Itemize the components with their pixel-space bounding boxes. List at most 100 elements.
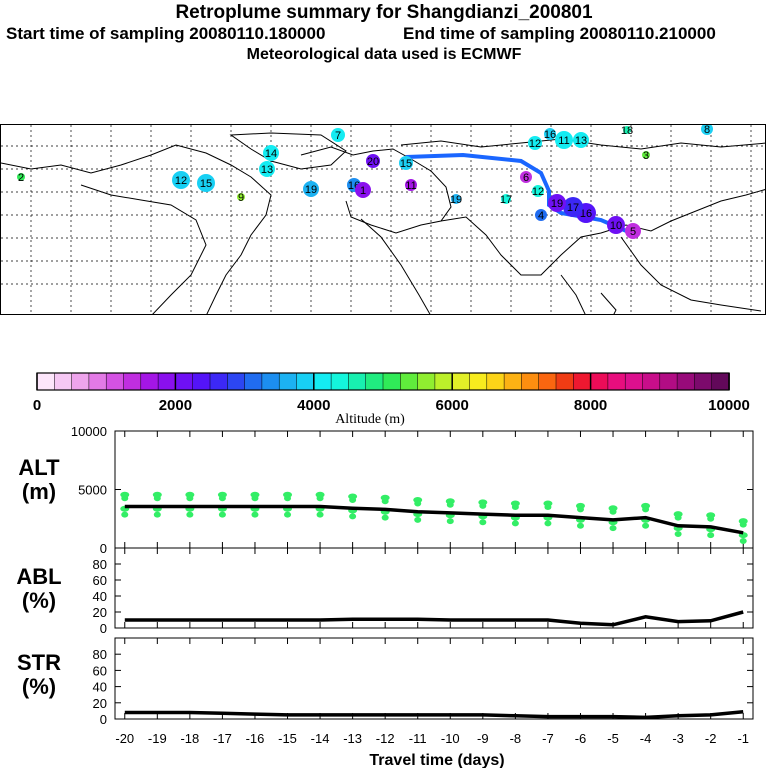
colorbar-cell-22: [417, 372, 436, 391]
alt-scatter-point-19-3: [738, 518, 748, 525]
alt-scatter-point-15-0: [609, 525, 617, 532]
colorbar-cell-27: [503, 372, 523, 391]
coastline-4: [440, 189, 765, 276]
alt-panel-label: ALT (m): [4, 456, 74, 504]
plume-marker-label-28: 1: [360, 185, 366, 197]
alt-scatter-point-1-3: [152, 491, 162, 498]
str-panel-label: STR (%): [4, 651, 74, 699]
alt-scatter-point-0-3: [120, 491, 130, 498]
alt-scatter-point-8-0: [381, 514, 389, 521]
xtick-label-9: -11: [409, 731, 427, 746]
alt-scatter-point-18-0: [707, 532, 715, 539]
alt-scatter-point-4-0: [251, 511, 259, 518]
plume-marker-4: [623, 126, 631, 134]
xtick-label-6: -14: [311, 731, 330, 746]
alt-scatter-point-19-0: [739, 537, 747, 544]
alt-scatter-point-6-3: [315, 491, 325, 498]
altitude-colorbar: 0 2000 4000 6000 8000 10000 Altitude (m): [33, 372, 750, 426]
colorbar-cell-3: [88, 372, 107, 391]
alt-scatter-point-16-3: [641, 502, 651, 509]
plume-marker-7: [263, 145, 279, 161]
colorbar-cell-31: [573, 372, 592, 391]
colorbar-cell-35: [642, 372, 661, 391]
plume-marker-label-7: 14: [265, 148, 277, 160]
colorbar-tick-label-0: 0: [33, 397, 41, 414]
plume-marker-24: [625, 223, 641, 239]
plume-marker-label-22: 19: [551, 198, 563, 210]
plume-marker-6: [331, 128, 345, 142]
alt-scatter-point-2-0: [186, 511, 194, 518]
xtick-label-16: -4: [640, 731, 652, 746]
xtick-label-7: -13: [343, 731, 362, 746]
plume-marker-label-19: 11: [405, 180, 416, 192]
colorbar-cell-16: [313, 372, 332, 391]
colorbar-cell-2: [71, 372, 90, 391]
colorbar-cell-13: [261, 372, 280, 391]
plume-marker-label-11: 19: [305, 184, 317, 196]
plume-marker-19: [405, 179, 417, 191]
xtick-label-17: -3: [672, 731, 684, 746]
plume-marker-10: [172, 171, 190, 189]
alt-scatter-point-5-0: [284, 511, 292, 518]
alt-scatter-point-14-3: [575, 502, 585, 509]
colorbar-cell-23: [434, 372, 453, 391]
coastline-0: [1, 144, 272, 314]
plume-marker-label-3: 12: [529, 138, 541, 150]
alt-scatter-point-0-0: [121, 511, 129, 518]
colorbar-tick-label-3: 6000: [436, 397, 469, 414]
coastline-1: [229, 132, 347, 170]
colorbar-cell-33: [607, 372, 626, 391]
plume-marker-label-6: 7: [335, 130, 341, 142]
colorbar-cell-7: [157, 372, 177, 391]
plume-marker-label-24: 5: [630, 226, 636, 238]
plume-marker-28: [355, 182, 371, 198]
xtick-label-4: -16: [246, 731, 265, 746]
plume-marker-21: [563, 197, 583, 217]
xtick-label-3: -17: [213, 731, 232, 746]
xtick-label-15: -5: [607, 731, 619, 746]
alt-scatter-point-11-0: [479, 519, 487, 526]
plume-marker-12: [366, 154, 380, 168]
plume-marker-label-23: 10: [610, 220, 622, 232]
series-line-str: [124, 709, 744, 720]
alt-scatter-point-17-0: [674, 530, 682, 537]
colorbar-cell-11: [227, 372, 246, 391]
plume-marker-label-18: 9: [238, 192, 244, 204]
colorbar-cell-38: [694, 372, 713, 391]
alt-label-line2: (m): [21, 479, 57, 504]
ytick-label-str-0: 0: [100, 712, 107, 727]
ytick-label-str-1: 20: [93, 696, 107, 711]
alt-scatter-point-13-3: [543, 500, 553, 507]
plume-marker-label-16: 19: [450, 194, 462, 206]
coastline-8: [600, 292, 617, 314]
colorbar-cell-29: [538, 372, 557, 391]
colorbar-cell-25: [469, 372, 488, 391]
plume-marker-22: [548, 194, 566, 212]
plume-marker-label-5: 8: [704, 125, 710, 136]
plume-marker-label-26: 3: [643, 150, 649, 162]
colorbar-cell-10: [209, 372, 229, 391]
plume-marker-11: [303, 181, 319, 197]
plume-marker-0: [544, 128, 556, 140]
colorbar-cell-5: [123, 372, 142, 391]
alt-scatter-point-12-3: [510, 500, 520, 507]
start-time-label: Start time of sampling 20080110.180000: [6, 24, 326, 43]
alt-scatter-point-7-3: [348, 493, 358, 500]
alt-scatter-point-16-0: [642, 522, 650, 529]
colorbar-tick-label-2: 4000: [297, 397, 330, 414]
plume-marker-3: [528, 136, 542, 150]
plume-marker-label-0: 16: [544, 129, 556, 141]
series-line-alt: [124, 504, 744, 535]
plume-marker-label-13: 15: [200, 178, 212, 190]
plume-marker-label-25: 4: [538, 210, 544, 222]
colorbar-cell-32: [590, 372, 609, 391]
colorbar-cell-19: [365, 372, 384, 391]
colorbar-cell-4: [105, 372, 125, 391]
colorbar-cell-36: [659, 372, 678, 391]
plume-marker-label-12: 20: [367, 156, 379, 168]
colorbar-cell-20: [382, 372, 402, 391]
colorbar-cell-24: [451, 372, 471, 391]
ytick-label-alt-0: 0: [100, 541, 107, 556]
alt-scatter-point-14-0: [576, 522, 584, 529]
